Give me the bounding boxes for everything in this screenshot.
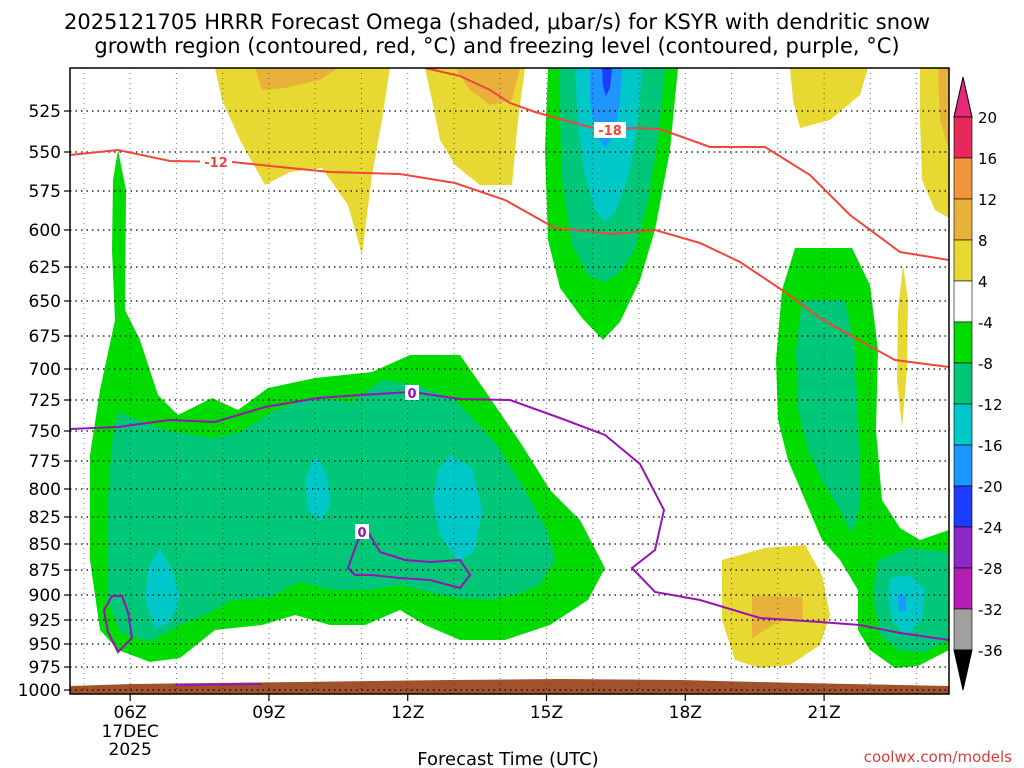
contour-label-bg-minus-12 [200, 154, 232, 170]
y-tick-label-850: 850 [29, 535, 61, 555]
x-tick-label-15Z: 15Z [530, 703, 563, 723]
credit-text: coolwx.com/models [864, 748, 1012, 766]
colorbar-legend: 20 16 12 8 4 -4 -8 -12 -16 -20 -24 -28 -32 -36 [953, 76, 1003, 691]
colorbar-label-3: 8 [978, 232, 988, 250]
y-tick-label-725: 725 [29, 391, 61, 411]
colorbar-swatch-1 [953, 157, 973, 200]
colorbar-label-9: -20 [978, 478, 1003, 496]
y-tick-label-800: 800 [29, 480, 61, 500]
omega-area-positive-top-right [790, 68, 868, 128]
colorbar-swatch-9 [953, 485, 973, 528]
colorbar-swatch-10 [953, 526, 973, 569]
x-tick-date: 17DEC [101, 722, 158, 742]
colorbar-swatch-0 [953, 116, 973, 159]
chart-title-line-1: 2025121705 HRRR Forecast Omega (shaded, … [64, 10, 930, 34]
omega-area-negative-right-strong-low [888, 575, 925, 635]
y-tick-label-675: 675 [29, 327, 61, 347]
colorbar-label-2: 12 [978, 191, 997, 209]
y-tick-label-875: 875 [29, 561, 61, 581]
contour-red-minus-18 [424, 68, 949, 261]
colorbar-swatch-7 [953, 403, 973, 446]
colorbar-label-12: -32 [978, 601, 1003, 619]
y-tick-label-750: 750 [29, 422, 61, 442]
colorbar-swatch-3 [953, 239, 973, 282]
colorbar-swatch-5 [953, 321, 973, 364]
colorbar-label-10: -24 [978, 519, 1003, 537]
contour-label-bg-0-a [405, 385, 419, 400]
omega-area-negative-right-blue-low [898, 595, 906, 612]
x-axis-title: Forecast Time (UTC) [417, 749, 598, 768]
colorbar-label-4: 4 [978, 273, 988, 291]
colorbar-label-7: -12 [978, 396, 1003, 414]
x-tick-label-21Z: 21Z [807, 703, 840, 723]
y-axis-pressure: 525 550 575 600 625 650 675 700 725 750 775 800 825 8… [18, 102, 70, 701]
y-tick-label-825: 825 [29, 508, 61, 528]
colorbar-swatch-11 [953, 567, 973, 610]
colorbar-label-11: -28 [978, 560, 1003, 578]
colorbar-swatch-12 [953, 608, 973, 651]
omega-area-positive-low-right-core [752, 595, 803, 638]
omega-area-positive-right-edge-core [938, 68, 949, 150]
colorbar-label-0: 20 [978, 109, 997, 127]
colorbar-label-8: -16 [978, 437, 1003, 455]
plot-frame [69, 67, 950, 695]
omega-area-positive-sliver [897, 265, 908, 428]
contour-label-bg-minus-18 [594, 122, 626, 138]
contour-lines: -12 -18 0 0 [70, 68, 949, 686]
x-tick-label-09Z: 09Z [252, 703, 285, 723]
contour-label-0-freezing-level: 0 [407, 387, 416, 402]
colorbar-label-5: -4 [978, 314, 993, 332]
colorbar-swatch-8 [953, 444, 973, 487]
colorbar-swatch-4 [953, 280, 973, 323]
omega-area-negative-left-strong-1 [145, 548, 180, 628]
contour-purple-0-freezing-level [70, 390, 949, 641]
y-tick-label-650: 650 [29, 292, 61, 312]
contour-label-bg-0-b [355, 524, 369, 539]
omega-area-negative-upper-center-core [602, 68, 612, 96]
y-tick-label-975: 975 [29, 658, 61, 678]
contour-purple-0-loop [346, 530, 472, 590]
colorbar-top-triangle [953, 76, 973, 118]
y-tick-label-625: 625 [29, 258, 61, 278]
x-tick-label-12Z: 12Z [391, 703, 424, 723]
y-tick-label-550: 550 [29, 143, 61, 163]
x-tick-label-18Z: 18Z [669, 703, 702, 723]
y-tick-label-1000: 1000 [18, 681, 61, 701]
chart-title-line-2: growth region (contoured, red, °C) and f… [94, 34, 899, 58]
omega-area-positive-top-left-core [255, 68, 338, 90]
contour-purple-0-small-loop [102, 595, 134, 654]
omega-area-negative-left-moderate [108, 380, 555, 642]
colorbar-bottom-triangle [953, 649, 973, 691]
colorbar-swatch-2 [953, 198, 973, 241]
contour-label-0-loop: 0 [357, 526, 366, 541]
y-tick-label-775: 775 [29, 452, 61, 472]
y-tick-label-575: 575 [29, 182, 61, 202]
y-tick-label-925: 925 [29, 611, 61, 631]
omega-area-positive-top-center-core [455, 68, 520, 105]
colorbar-label-13: -36 [978, 642, 1003, 660]
colorbar-label-6: -8 [978, 355, 993, 373]
y-tick-label-950: 950 [29, 635, 61, 655]
y-tick-label-600: 600 [29, 221, 61, 241]
omega-area-negative-left-strong-3 [433, 455, 482, 562]
omega-area-negative-right-moderate [796, 300, 860, 532]
contour-purple-0-surface [174, 683, 263, 686]
contour-label-minus-18: -18 [598, 124, 622, 139]
colorbar-swatch-6 [953, 362, 973, 405]
chart-gridlines [70, 68, 949, 694]
contour-label-minus-12: -12 [204, 156, 228, 171]
y-tick-label-900: 900 [29, 586, 61, 606]
x-tick-year: 2025 [109, 740, 152, 760]
ground-surface [70, 679, 949, 694]
y-tick-label-525: 525 [29, 102, 61, 122]
colorbar-label-1: 16 [978, 150, 997, 168]
omega-area-positive-top-left [215, 68, 390, 255]
y-tick-label-700: 700 [29, 360, 61, 380]
x-tick-label-06Z: 06Z [114, 703, 147, 723]
